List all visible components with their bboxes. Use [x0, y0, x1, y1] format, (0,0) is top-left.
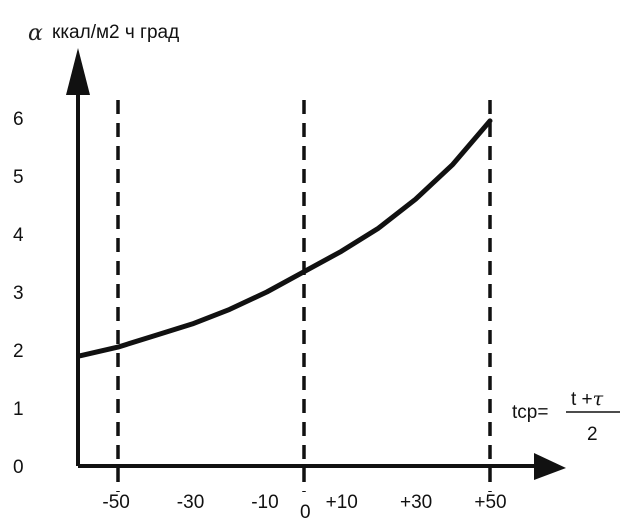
x-tick-label-0: 0 [300, 502, 311, 520]
x-axis-label-numerator-prefix: t + [571, 389, 593, 410]
y-axis-label: ккал/м2 ч град [52, 22, 179, 43]
vertical-dashed-lines [116, 100, 492, 492]
x-tick-label--10: -10 [251, 492, 278, 513]
y-tick-label-3: 3 [13, 283, 24, 304]
x-axis-label-prefix: tср= [512, 402, 548, 423]
curve-group [77, 118, 493, 359]
y-axis-arrowhead [66, 48, 90, 95]
x-tick-labels: -50 -30 -10 0 +10 +30 +50 [102, 492, 506, 520]
x-tick-label-+30: +30 [400, 492, 432, 513]
x-tick-label--30: -30 [177, 492, 204, 513]
y-tick-label-5: 5 [13, 167, 24, 188]
y-tick-label-6: 6 [13, 109, 24, 130]
x-axis-label-numerator: t +τ [571, 388, 604, 410]
y-tick-label-2: 2 [13, 341, 24, 362]
x-tick-label-+10: +10 [326, 492, 358, 513]
y-tick-label-4: 4 [13, 225, 24, 246]
x-axis-arrowhead [534, 453, 566, 480]
y-tick-label-1: 1 [13, 399, 24, 420]
y-axis-symbol: α [28, 21, 43, 46]
data-curve [77, 118, 493, 359]
x-tick-label-+50: +50 [474, 492, 506, 513]
x-axis-label-tau: τ [593, 388, 604, 410]
y-tick-labels: 0 1 2 3 4 5 6 [13, 109, 24, 478]
axes [66, 48, 566, 480]
y-tick-label-0: 0 [13, 457, 24, 478]
x-tick-label--50: -50 [102, 492, 129, 513]
x-axis-label-denominator: 2 [587, 424, 598, 445]
